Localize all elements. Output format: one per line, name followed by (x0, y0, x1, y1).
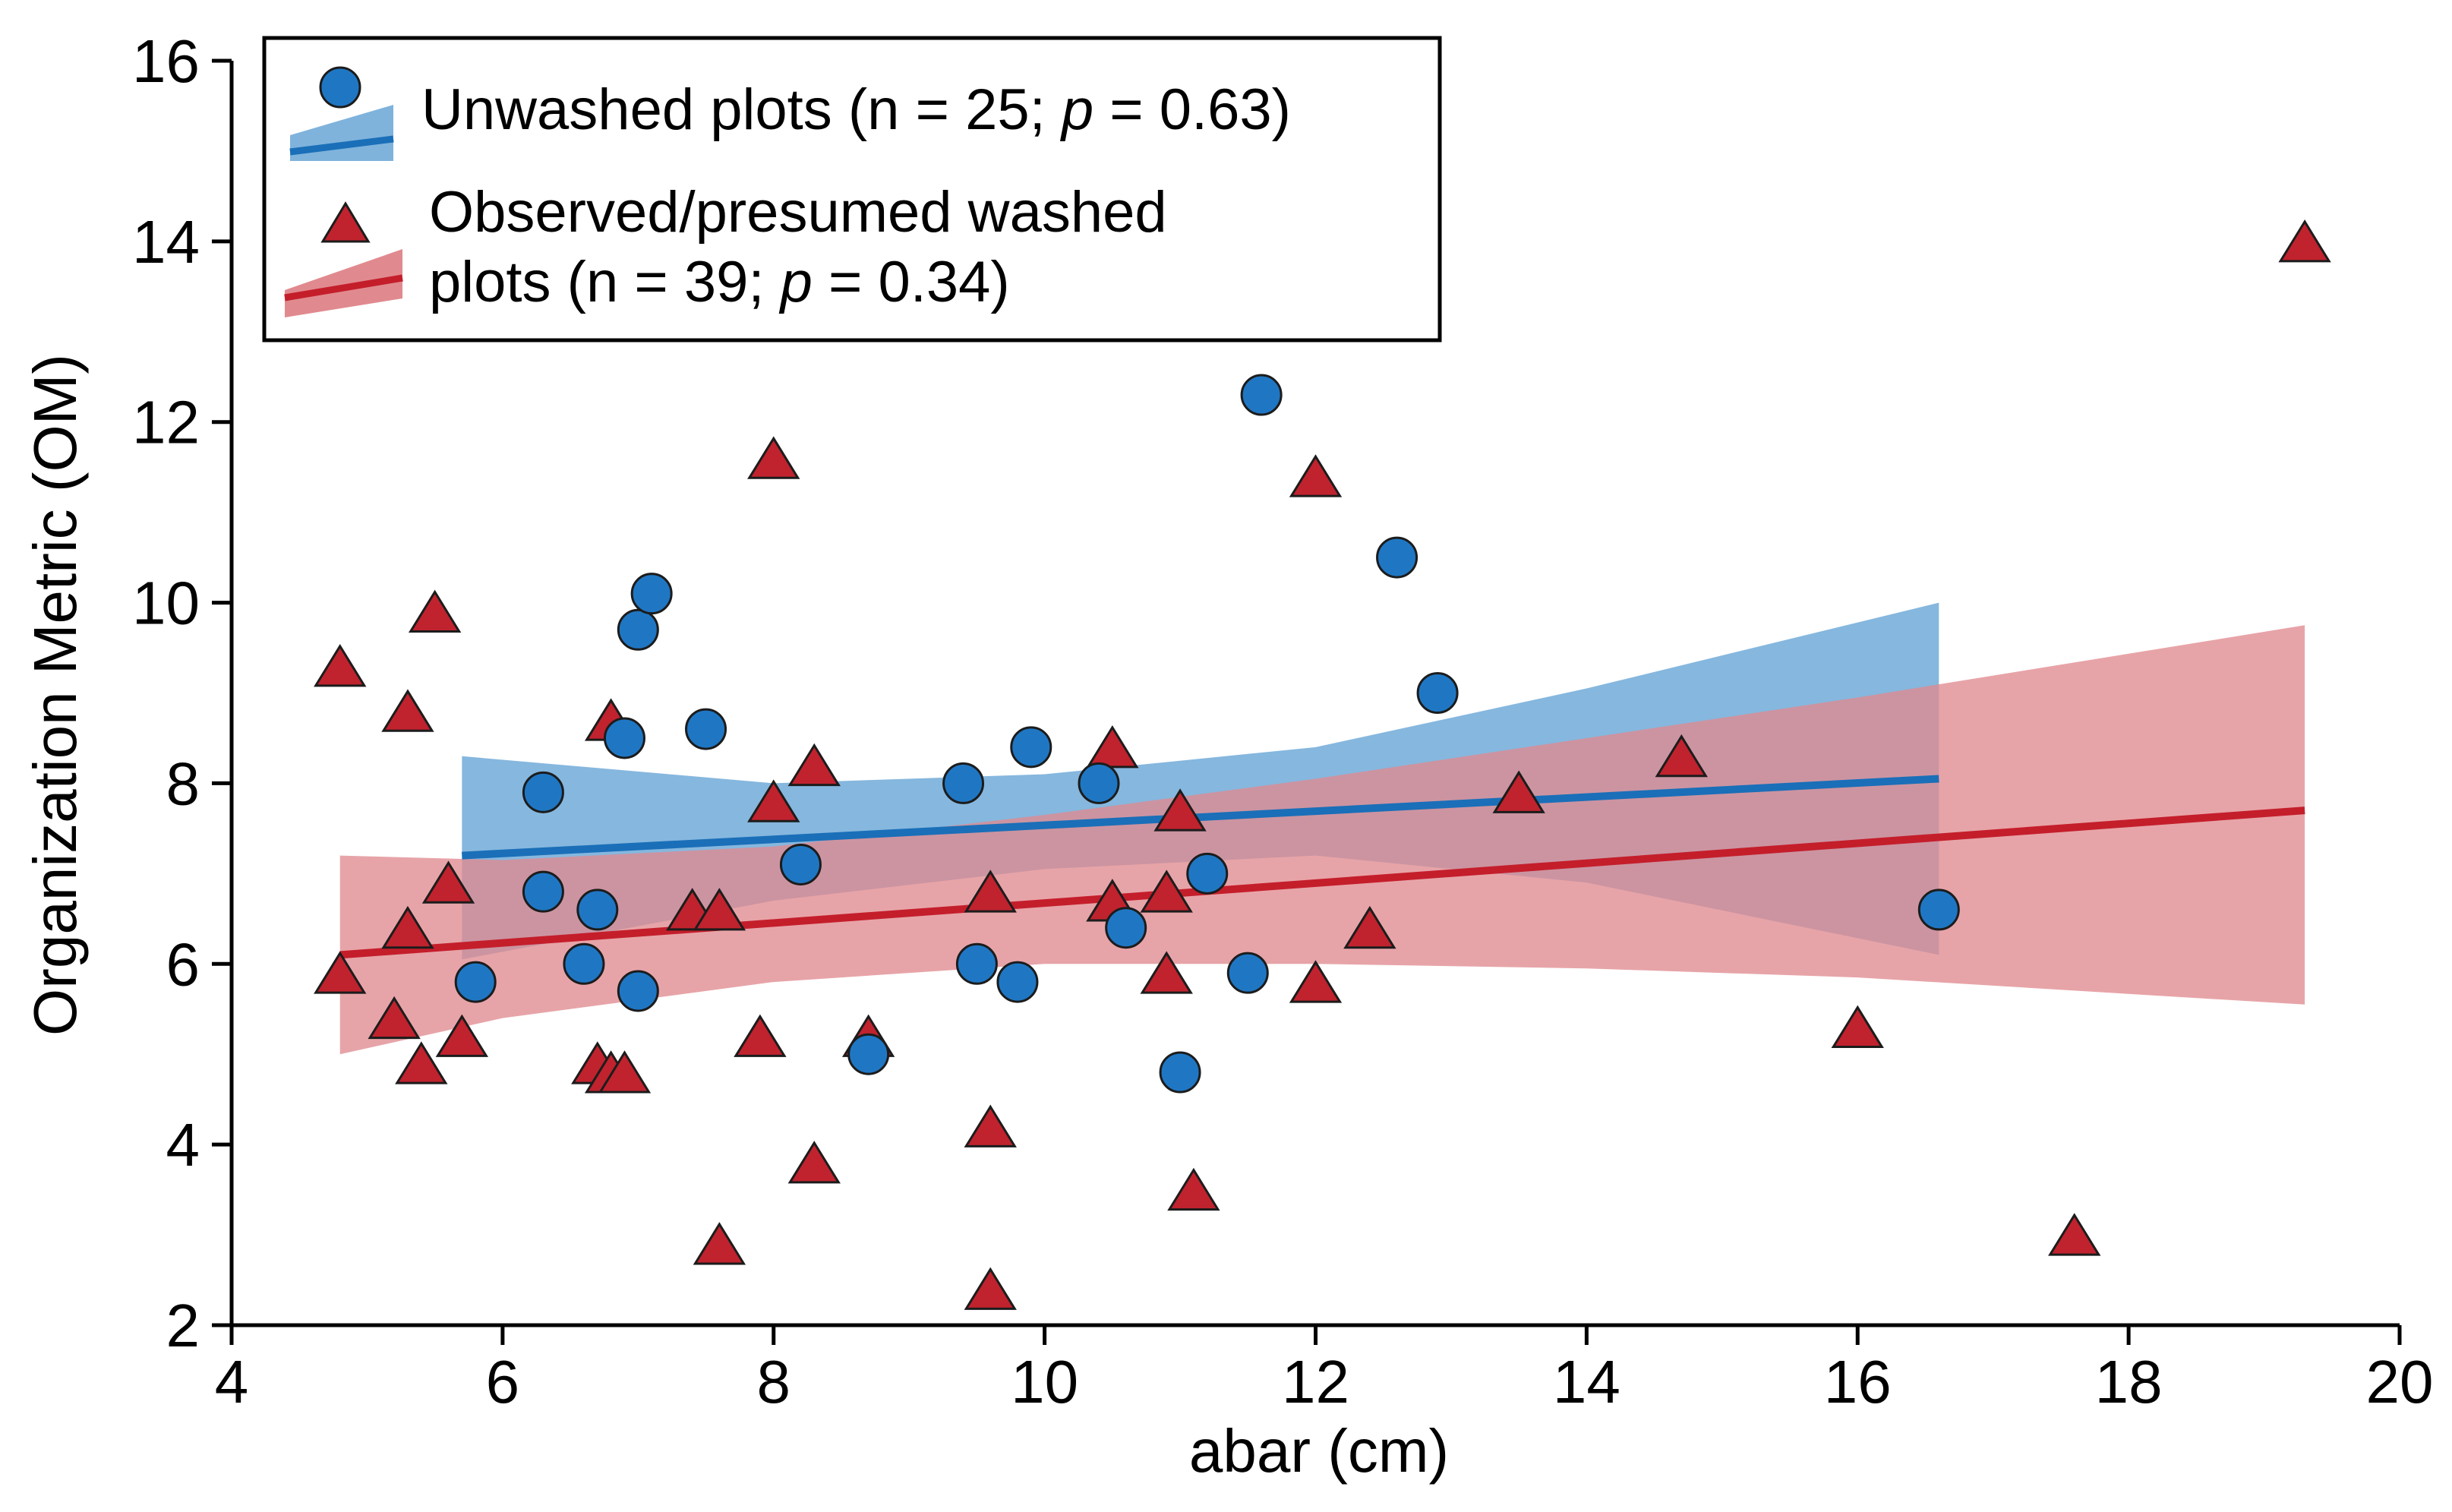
data-point-washed (1153, 788, 1207, 832)
data-point-washed (1167, 1167, 1220, 1211)
data-point-washed (1831, 1005, 1884, 1049)
y-tick-label: 2 (166, 1292, 200, 1359)
data-point-washed (693, 1222, 746, 1265)
x-tick-label: 16 (1824, 1348, 1892, 1416)
data-point-unwashed (630, 573, 673, 615)
data-point-washed (435, 1014, 489, 1057)
data-point-washed (964, 870, 1017, 913)
x-tick-label: 12 (1282, 1348, 1349, 1416)
data-point-washed (693, 888, 746, 931)
data-point-washed (734, 1014, 787, 1057)
data-point-washed (395, 1041, 448, 1084)
data-point-washed (1343, 905, 1396, 949)
y-axis-ticks: 2 4 6 8 10 12 14 16 (132, 27, 232, 1359)
data-point-unwashed (942, 762, 985, 804)
data-point-washed (747, 779, 800, 822)
data-point-unwashed (522, 870, 564, 913)
data-point-washed (368, 996, 421, 1040)
y-tick-label: 14 (132, 208, 200, 276)
x-tick-label: 18 (2095, 1348, 2163, 1416)
legend-label-unwashed: Unwashed plots (n = 25; p = 0.63) (421, 77, 1291, 142)
data-point-unwashed (1416, 672, 1459, 714)
y-tick-label: 10 (132, 570, 200, 637)
data-point-washed (787, 1141, 841, 1184)
legend-swatch-line-washed (284, 274, 403, 301)
confidence-band-washed (339, 625, 2305, 1055)
data-point-washed (381, 905, 434, 949)
data-point-washed (1140, 951, 1193, 994)
data-point-washed (1289, 454, 1343, 497)
data-point-washed (787, 743, 841, 787)
x-tick-label: 8 (757, 1348, 791, 1416)
trend-lines (339, 775, 2305, 959)
data-point-unwashed (996, 961, 1039, 1003)
data-point-unwashed (1078, 762, 1120, 804)
confidence-bands (339, 602, 2305, 1055)
y-tick-label: 16 (132, 27, 200, 95)
data-point-washed (964, 1267, 1017, 1310)
legend-swatch-band-washed (285, 249, 402, 317)
x-tick-label: 6 (486, 1348, 520, 1416)
legend-frame (262, 36, 1442, 342)
data-point-washed (421, 860, 475, 904)
y-tick-label: 8 (166, 750, 200, 817)
x-tick-label: 14 (1553, 1348, 1620, 1416)
data-point-washed (598, 1050, 652, 1094)
data-points (314, 219, 2331, 1310)
data-point-unwashed (576, 889, 619, 931)
data-point-washed (2048, 1213, 2101, 1256)
data-point-unwashed (1376, 536, 1418, 579)
data-point-unwashed (1226, 952, 1269, 994)
data-point-unwashed (1186, 852, 1229, 895)
data-point-washed (1289, 960, 1343, 1003)
legend-label-washed-line2: plots (n = 39; p = 0.34) (429, 250, 1010, 314)
y-axis-title: Organization Metric (OM) (21, 354, 89, 1036)
y-tick-label: 4 (166, 1111, 200, 1179)
legend-marker-unwashed (319, 66, 361, 109)
legend-label-washed-line1: Observed/presumed washed (429, 180, 1167, 245)
data-point-unwashed (847, 1033, 890, 1075)
x-axis-ticks: 4 6 8 10 12 14 16 18 20 (215, 1325, 2434, 1416)
data-point-washed (408, 589, 462, 633)
data-point-unwashed (1159, 1051, 1201, 1094)
data-point-unwashed (1105, 907, 1147, 949)
data-point-washed (1086, 724, 1139, 769)
data-point-unwashed (522, 771, 564, 813)
data-point-unwashed (454, 961, 497, 1003)
data-point-unwashed (1240, 374, 1283, 416)
data-point-unwashed (1917, 889, 1960, 931)
data-point-washed (1140, 870, 1193, 913)
data-point-unwashed (1010, 726, 1052, 769)
data-point-unwashed (685, 708, 727, 750)
data-point-washed (381, 689, 434, 732)
data-point-washed (314, 643, 367, 687)
data-point-washed (964, 1104, 1017, 1147)
data-point-washed (747, 436, 800, 479)
data-point-unwashed (603, 717, 645, 759)
x-axis-title: abar (cm) (1189, 1417, 1449, 1485)
x-tick-label: 20 (2366, 1348, 2434, 1416)
data-point-unwashed (563, 942, 605, 985)
legend: Unwashed plots (n = 25; p = 0.63) Observ… (262, 36, 1442, 342)
trend-line-unwashed (462, 775, 1939, 860)
data-point-washed (314, 951, 367, 994)
data-point-washed (1655, 734, 1708, 778)
y-tick-label: 6 (166, 930, 200, 998)
legend-marker-washed (320, 201, 371, 243)
y-tick-label: 12 (132, 389, 200, 456)
data-point-unwashed (955, 942, 998, 985)
data-point-unwashed (779, 843, 822, 885)
data-point-washed (2278, 219, 2331, 263)
data-point-washed (1492, 770, 1545, 813)
trend-line-washed (339, 807, 2305, 959)
x-tick-label: 10 (1011, 1348, 1078, 1416)
legend-swatch-line-unwashed (289, 135, 394, 156)
data-point-unwashed (617, 608, 659, 651)
x-tick-label: 4 (215, 1348, 249, 1416)
data-point-unwashed (617, 970, 659, 1012)
